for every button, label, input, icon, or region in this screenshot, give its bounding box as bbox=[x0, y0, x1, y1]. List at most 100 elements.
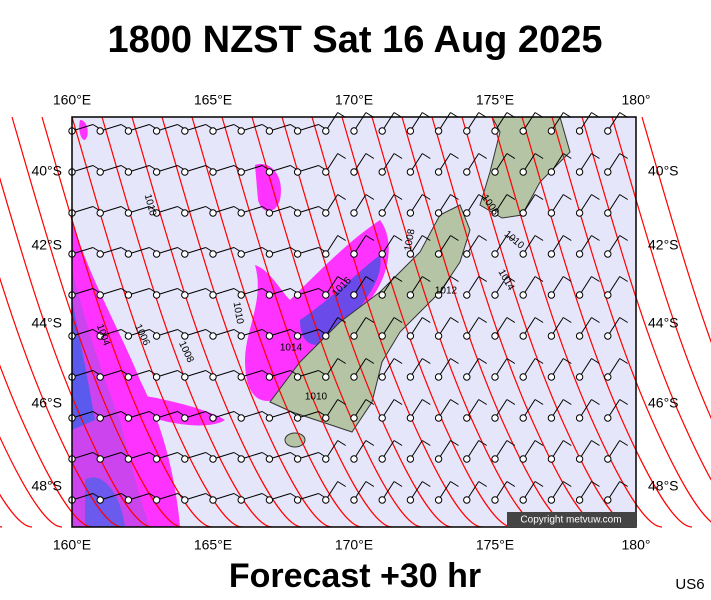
station bbox=[293, 209, 302, 217]
station bbox=[265, 209, 274, 217]
station bbox=[293, 250, 302, 258]
isobar bbox=[581, 116, 711, 481]
barb-flag bbox=[337, 358, 346, 364]
station bbox=[434, 291, 443, 299]
station bbox=[237, 455, 245, 463]
barb-flag bbox=[337, 399, 346, 405]
barb-flag bbox=[563, 440, 572, 446]
station bbox=[265, 496, 274, 504]
station bbox=[237, 291, 245, 299]
station bbox=[209, 496, 217, 504]
lon-label: 160°E bbox=[53, 92, 91, 108]
station bbox=[378, 373, 386, 381]
barb-flag bbox=[393, 481, 403, 487]
barb-flag bbox=[619, 153, 628, 159]
copyright: Copyright metvuw.com bbox=[520, 515, 621, 526]
station bbox=[209, 127, 217, 135]
station bbox=[322, 168, 330, 176]
barb-flag bbox=[365, 317, 375, 323]
isobar bbox=[0, 176, 153, 528]
station bbox=[237, 209, 245, 217]
station bbox=[152, 168, 161, 176]
station bbox=[152, 455, 161, 463]
station bbox=[265, 291, 274, 299]
station bbox=[237, 496, 245, 504]
barb-flag bbox=[450, 358, 459, 364]
isobar bbox=[161, 116, 333, 528]
station bbox=[547, 332, 556, 340]
station bbox=[434, 455, 443, 463]
barb-flag bbox=[450, 276, 459, 282]
title: 1800 NZST Sat 16 Aug 2025 bbox=[108, 19, 603, 61]
barb-flag bbox=[478, 276, 487, 282]
isobar bbox=[0, 493, 33, 528]
station bbox=[519, 250, 527, 258]
station bbox=[604, 455, 612, 463]
station bbox=[350, 332, 358, 340]
station bbox=[124, 455, 133, 463]
barb-flag bbox=[365, 153, 375, 159]
station bbox=[434, 414, 443, 422]
station bbox=[181, 127, 189, 135]
station bbox=[293, 496, 302, 504]
station bbox=[491, 414, 499, 422]
station bbox=[547, 127, 556, 135]
barb-flag bbox=[506, 440, 516, 446]
barb-flag bbox=[450, 481, 459, 487]
station bbox=[96, 209, 104, 217]
station bbox=[152, 209, 161, 217]
barb-flag bbox=[478, 440, 487, 446]
isobar-label: 1010 bbox=[231, 301, 246, 325]
station bbox=[293, 291, 302, 299]
barb-flag bbox=[534, 276, 544, 282]
chart-code: US6 bbox=[675, 576, 704, 593]
station bbox=[124, 496, 133, 504]
barb-flag bbox=[450, 440, 459, 446]
station bbox=[350, 250, 358, 258]
station bbox=[96, 496, 104, 504]
station bbox=[322, 291, 330, 299]
station bbox=[265, 127, 274, 135]
station bbox=[547, 168, 556, 176]
station bbox=[378, 496, 386, 504]
lon-label: 170°E bbox=[335, 92, 373, 108]
station bbox=[491, 168, 499, 176]
station bbox=[209, 209, 217, 217]
station bbox=[491, 250, 499, 258]
station bbox=[209, 373, 217, 381]
station bbox=[604, 496, 612, 504]
barb-flag bbox=[365, 358, 375, 364]
station bbox=[181, 373, 189, 381]
barb-flag bbox=[506, 276, 516, 282]
isobar-label: 1008 bbox=[403, 228, 418, 252]
barb-flag bbox=[450, 153, 459, 159]
isobar-label: 1010 bbox=[305, 392, 328, 403]
lon-label: 170°E bbox=[335, 537, 373, 553]
station bbox=[604, 291, 612, 299]
station bbox=[237, 250, 245, 258]
station bbox=[378, 127, 386, 135]
barb-flag bbox=[619, 235, 628, 241]
lon-label: 175°E bbox=[476, 92, 514, 108]
station bbox=[575, 291, 584, 299]
station bbox=[491, 127, 499, 135]
barb-flag bbox=[534, 235, 544, 241]
barb-flag bbox=[591, 481, 600, 487]
station bbox=[96, 127, 104, 135]
station bbox=[124, 373, 133, 381]
barb-flag bbox=[619, 440, 628, 446]
labels: 160°E 165°E 170°E 175°E 180° 160°E 165°E… bbox=[31, 92, 678, 553]
isobar bbox=[491, 116, 663, 528]
barb-flag bbox=[337, 153, 346, 159]
barb-flag bbox=[591, 235, 600, 241]
station bbox=[293, 373, 302, 381]
barb-flag bbox=[563, 153, 572, 159]
station bbox=[604, 373, 612, 381]
station bbox=[237, 127, 245, 135]
station bbox=[350, 168, 358, 176]
isobar bbox=[41, 116, 213, 528]
barb-flag bbox=[422, 399, 431, 405]
isobar bbox=[281, 116, 453, 528]
station bbox=[519, 209, 527, 217]
